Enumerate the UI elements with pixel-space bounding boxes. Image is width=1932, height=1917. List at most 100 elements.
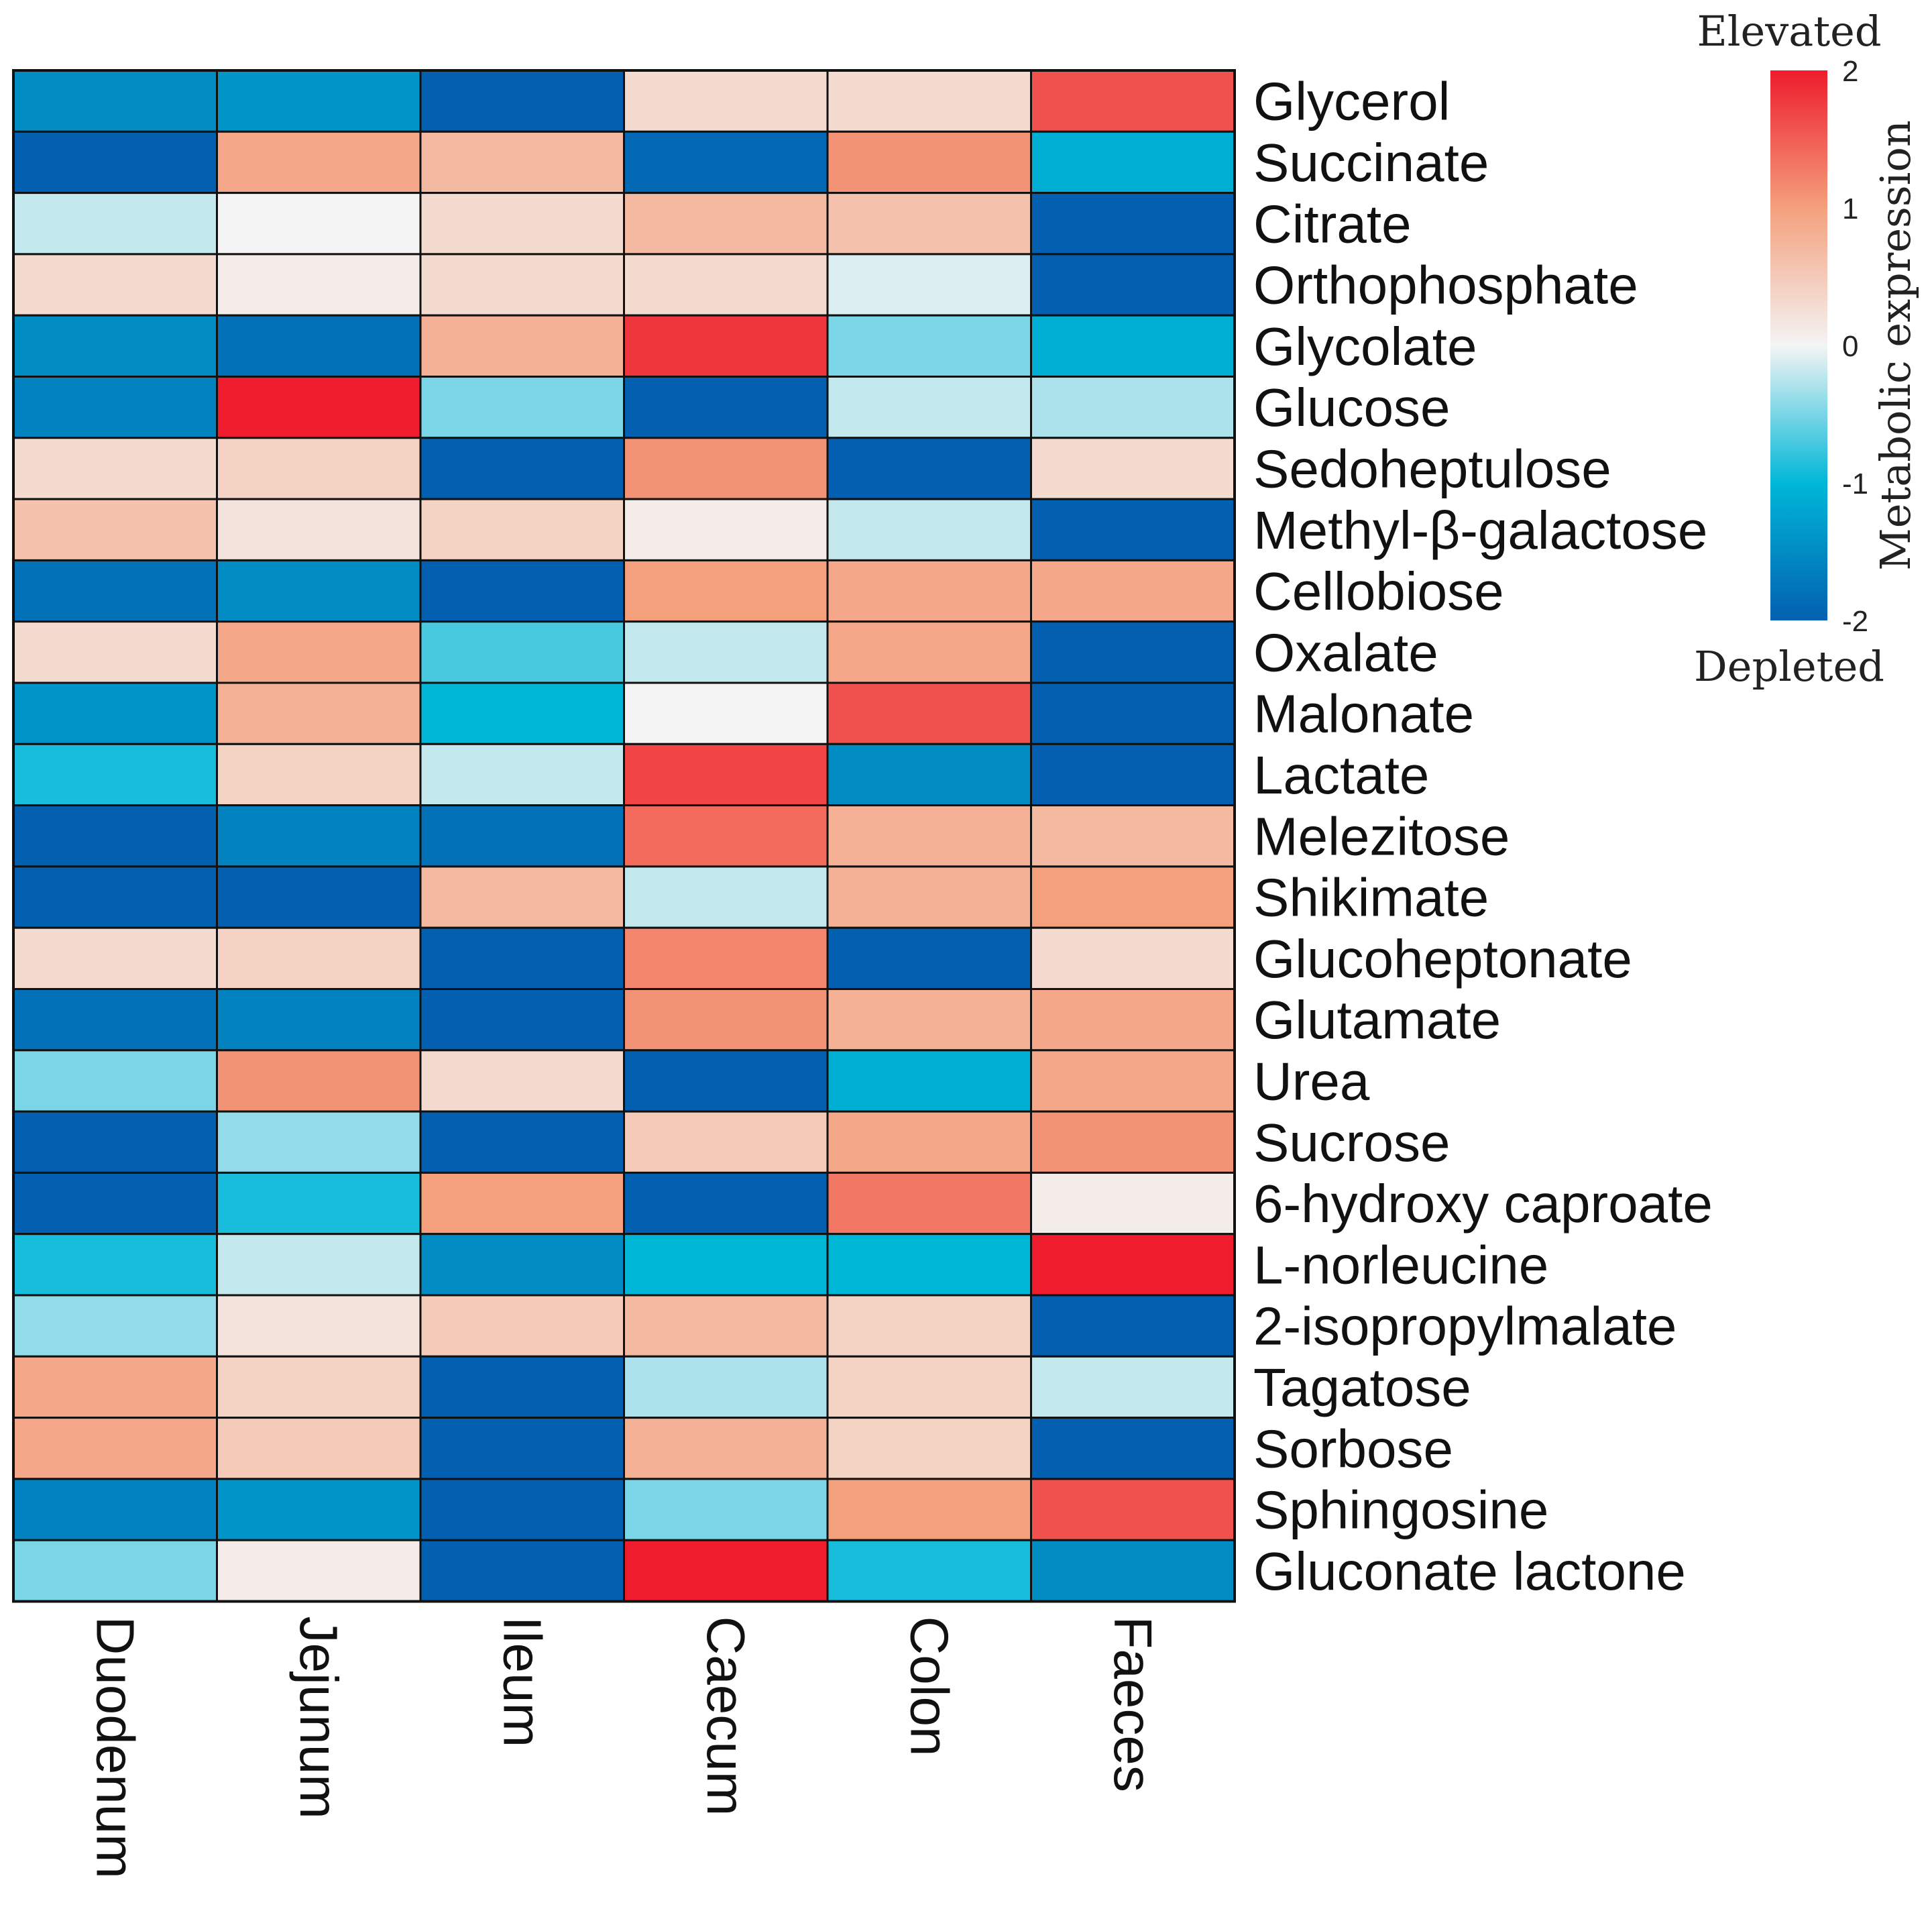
- heatmap-cell: [12, 926, 218, 990]
- row-label: Orthophosphate: [1253, 256, 1638, 315]
- row-label: Melezitose: [1253, 806, 1510, 866]
- heatmap-cell: [1030, 376, 1236, 439]
- row-label: L-norleucine: [1253, 1235, 1548, 1295]
- heatmap-cell: [826, 926, 1032, 990]
- heatmap-cell: [216, 376, 422, 439]
- heatmap-cell: [1030, 559, 1236, 623]
- heatmap-cell: [216, 1294, 422, 1358]
- heatmap-cell: [623, 620, 829, 684]
- heatmap-cell: [419, 1539, 625, 1602]
- heatmap-cell: [623, 69, 829, 133]
- heatmap-cell: [12, 988, 218, 1052]
- heatmap-cell: [826, 620, 1032, 684]
- heatmap-cell: [623, 1478, 829, 1541]
- heatmap-cell: [12, 1417, 218, 1480]
- heatmap-cell: [12, 1355, 218, 1419]
- heatmap-cell: [826, 1233, 1032, 1297]
- heatmap-cell: [623, 314, 829, 378]
- heatmap-cell: [623, 1417, 829, 1480]
- heatmap-cell: [216, 681, 422, 745]
- heatmap-cell: [826, 865, 1032, 929]
- column-labels: Duodenum Jejunum Ileum Caecum Colon Faeces: [85, 1617, 1163, 1879]
- heatmap-cell: [12, 1294, 218, 1358]
- row-label: Urea: [1253, 1051, 1370, 1111]
- heatmap-cell: [216, 314, 422, 378]
- heatmap-cell: [216, 804, 422, 868]
- row-label: Glucoheptonate: [1253, 929, 1632, 989]
- legend-top-label: Elevated: [1697, 7, 1881, 56]
- heatmap-cell: [419, 620, 625, 684]
- heatmap-cell: [419, 926, 625, 990]
- heatmap-cell: [12, 192, 218, 256]
- heatmap-cell: [826, 1110, 1032, 1174]
- row-label: Tagatose: [1253, 1358, 1471, 1417]
- row-label: Glutamate: [1253, 990, 1501, 1050]
- legend-tick-label: 2: [1842, 55, 1858, 88]
- heatmap-cell: [12, 620, 218, 684]
- heatmap-cell: [216, 1417, 422, 1480]
- column-label: Faeces: [1103, 1617, 1163, 1792]
- heatmap-cell: [1030, 743, 1236, 807]
- heatmap-cell: [1030, 620, 1236, 684]
- legend-title: Metabolic expression: [1871, 120, 1920, 571]
- heatmap-cell: [1030, 314, 1236, 378]
- row-labels: GlycerolSuccinateCitrateOrthophosphateGl…: [1253, 72, 1713, 1601]
- heatmap-cell: [623, 1233, 829, 1297]
- heatmap-cell: [216, 1233, 422, 1297]
- heatmap-cell: [216, 253, 422, 317]
- row-label: Methyl-β-galactose: [1253, 500, 1707, 560]
- heatmap-cell: [12, 865, 218, 929]
- heatmap-cell: [12, 1539, 218, 1602]
- heatmap-cell: [216, 130, 422, 195]
- heatmap-cell: [216, 1539, 422, 1602]
- heatmap-cell: [826, 988, 1032, 1052]
- heatmap-cell: [1030, 865, 1236, 929]
- heatmap-cells: [12, 69, 1236, 1603]
- heatmap-cell: [419, 804, 625, 868]
- row-label: Oxalate: [1253, 622, 1438, 682]
- heatmap-cell: [419, 1233, 625, 1297]
- heatmap-cell: [216, 865, 422, 929]
- heatmap-cell: [12, 559, 218, 623]
- heatmap-cell: [826, 1539, 1032, 1602]
- heatmap-cell: [216, 743, 422, 807]
- heatmap-cell: [12, 681, 218, 745]
- heatmap-cell: [1030, 1233, 1236, 1297]
- row-label: Cellobiose: [1253, 561, 1504, 621]
- column-label: Duodenum: [85, 1617, 145, 1879]
- heatmap-cell: [12, 1110, 218, 1174]
- heatmap-cell: [216, 498, 422, 561]
- heatmap-cell: [419, 681, 625, 745]
- heatmap-cell: [623, 559, 829, 623]
- heatmap-cell: [216, 620, 422, 684]
- heatmap-cell: [826, 1294, 1032, 1358]
- heatmap-cell: [216, 1478, 422, 1541]
- heatmap-cell: [826, 498, 1032, 561]
- row-label: Lactate: [1253, 745, 1429, 805]
- row-label: Glucose: [1253, 378, 1450, 437]
- row-label: 2-isopropylmalate: [1253, 1297, 1677, 1356]
- heatmap-cell: [1030, 1171, 1236, 1236]
- heatmap-cell: [12, 1171, 218, 1236]
- row-label: Sucrose: [1253, 1113, 1450, 1172]
- heatmap-cell: [1030, 681, 1236, 745]
- row-label: Shikimate: [1253, 868, 1489, 928]
- heatmap-cell: [623, 376, 829, 439]
- heatmap-cell: [1030, 926, 1236, 990]
- legend-ticks: 2 1 0 -1 -2: [1842, 55, 1868, 638]
- heatmap-cell: [216, 1110, 422, 1174]
- heatmap-cell: [623, 804, 829, 868]
- column-label: Caecum: [696, 1617, 756, 1816]
- heatmap-cell: [826, 743, 1032, 807]
- heatmap-cell: [216, 69, 422, 133]
- heatmap-cell: [826, 1171, 1032, 1236]
- heatmap-cell: [12, 1478, 218, 1541]
- row-label: Sedoheptulose: [1253, 439, 1611, 498]
- row-label: Sphingosine: [1253, 1480, 1548, 1540]
- heatmap-cell: [1030, 988, 1236, 1052]
- heatmap-cell: [419, 130, 625, 195]
- heatmap-cell: [1030, 1417, 1236, 1480]
- heatmap-cell: [419, 437, 625, 500]
- heatmap-cell: [1030, 1049, 1236, 1113]
- heatmap-cell: [623, 253, 829, 317]
